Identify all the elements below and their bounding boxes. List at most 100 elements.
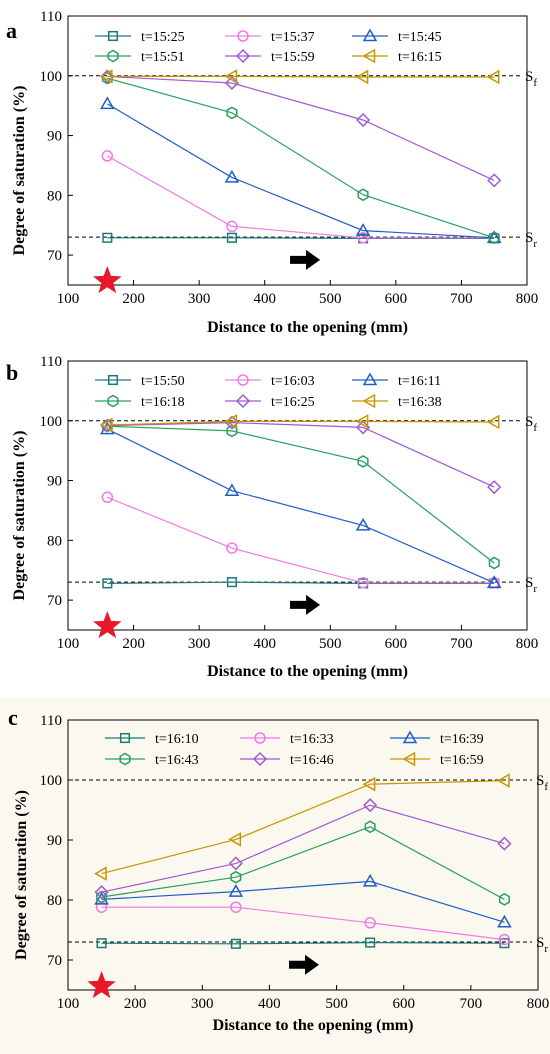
flow-direction-arrow [289,954,319,975]
y-tick-label: 80 [47,533,62,549]
series-5 [94,798,512,900]
x-tick-label: 300 [188,291,211,307]
data-point [355,414,369,429]
ref-label-main: S [536,773,544,789]
legend-item: t=16:33 [240,732,334,747]
series-line [107,425,495,564]
data-point [94,866,107,881]
legend-marker [362,372,378,386]
legend-marker [252,751,268,767]
legend-label: t=16:59 [440,753,484,768]
data-point [487,173,502,188]
x-tick-label: 700 [450,291,473,307]
data-point [226,577,237,588]
series-line [107,75,495,181]
data-point [226,220,238,233]
series-line [107,420,495,426]
legend-marker [119,732,131,744]
sf-label: Sf [536,773,548,793]
sr-label: Sr [525,230,537,250]
data-point [100,96,115,110]
legend-item: t=16:18 [95,394,185,410]
x-tick-label: 100 [57,996,80,1012]
series-line [107,75,495,78]
legend-label: t=16:33 [290,732,334,747]
data-point [224,414,238,429]
data-point [362,873,378,887]
data-point [357,232,369,244]
data-point [488,556,500,570]
y-axis-title: Degree of saturation (%) [13,790,30,960]
chart-panel-c: c 100 200 300 400 500 600 700 800 70 80 90 100 110 Dis… [0,698,550,1054]
data-point [224,169,240,183]
legend-item: t=16:39 [390,730,484,747]
y-tick-label: 100 [40,414,63,430]
legend-label: t=15:51 [141,50,185,65]
opening-star-marker [93,266,122,294]
legend-item: t=15:59 [225,48,315,65]
panel-letter: b [6,360,18,385]
series-2 [101,150,500,244]
ref-label-main: S [525,575,533,591]
legend-marker [402,751,416,767]
series-line [107,421,495,488]
ref-label-sub: f [533,422,537,434]
data-point [226,232,237,243]
data-point [497,836,512,851]
series-6 [99,414,500,433]
data-point [365,937,376,948]
y-axis-title: Degree of saturation (%) [11,431,28,601]
legend-marker [107,374,119,386]
data-point [96,938,107,949]
series-line [101,780,505,875]
legend-label: t=16:18 [141,395,185,410]
legend-marker [237,374,249,386]
legend-item: t=15:50 [95,374,185,389]
x-tick-label: 200 [122,291,145,307]
legend-item: t=16:59 [390,751,484,768]
sr-label: Sr [525,575,537,595]
x-tick-label: 800 [516,636,539,652]
data-point [355,223,371,236]
y-tick-label: 100 [40,773,63,789]
data-point [486,575,502,589]
x-tick-label: 600 [392,996,415,1012]
series-line [101,826,505,900]
data-point [94,891,109,905]
data-point [228,884,244,897]
series-line [101,906,505,941]
legend-item: t=16:46 [240,751,334,768]
legend-item: t=15:25 [95,30,185,45]
flow-direction-arrow [290,249,321,270]
legend-marker [107,49,119,63]
data-point [364,820,376,834]
x-tick-label: 500 [325,996,348,1012]
x-axis-title: Distance to the opening (mm) [213,1017,414,1034]
x-axis-title: Distance to the opening (mm) [207,319,408,336]
legend-item: t=15:45 [352,28,442,45]
series-line [107,496,495,584]
data-point [228,832,242,847]
data-point [226,542,238,554]
data-point [230,901,242,913]
y-tick-label: 80 [47,893,62,909]
series-4 [101,419,500,570]
ref-label-main: S [525,69,533,85]
legend-marker [254,732,266,744]
data-point [498,893,510,906]
series-6 [99,69,500,85]
legend-label: t=15:59 [271,50,315,65]
data-point [101,491,114,504]
y-tick-label: 110 [40,354,62,370]
legend-marker [119,752,131,766]
series-line [101,880,505,923]
ref-label-sub: f [533,77,537,89]
series-2 [101,491,500,589]
data-point [498,933,511,946]
data-point [355,517,371,531]
x-tick-label: 500 [319,291,342,307]
data-point [99,417,113,433]
data-point [357,188,369,202]
legend-label: t=16:38 [398,395,442,410]
